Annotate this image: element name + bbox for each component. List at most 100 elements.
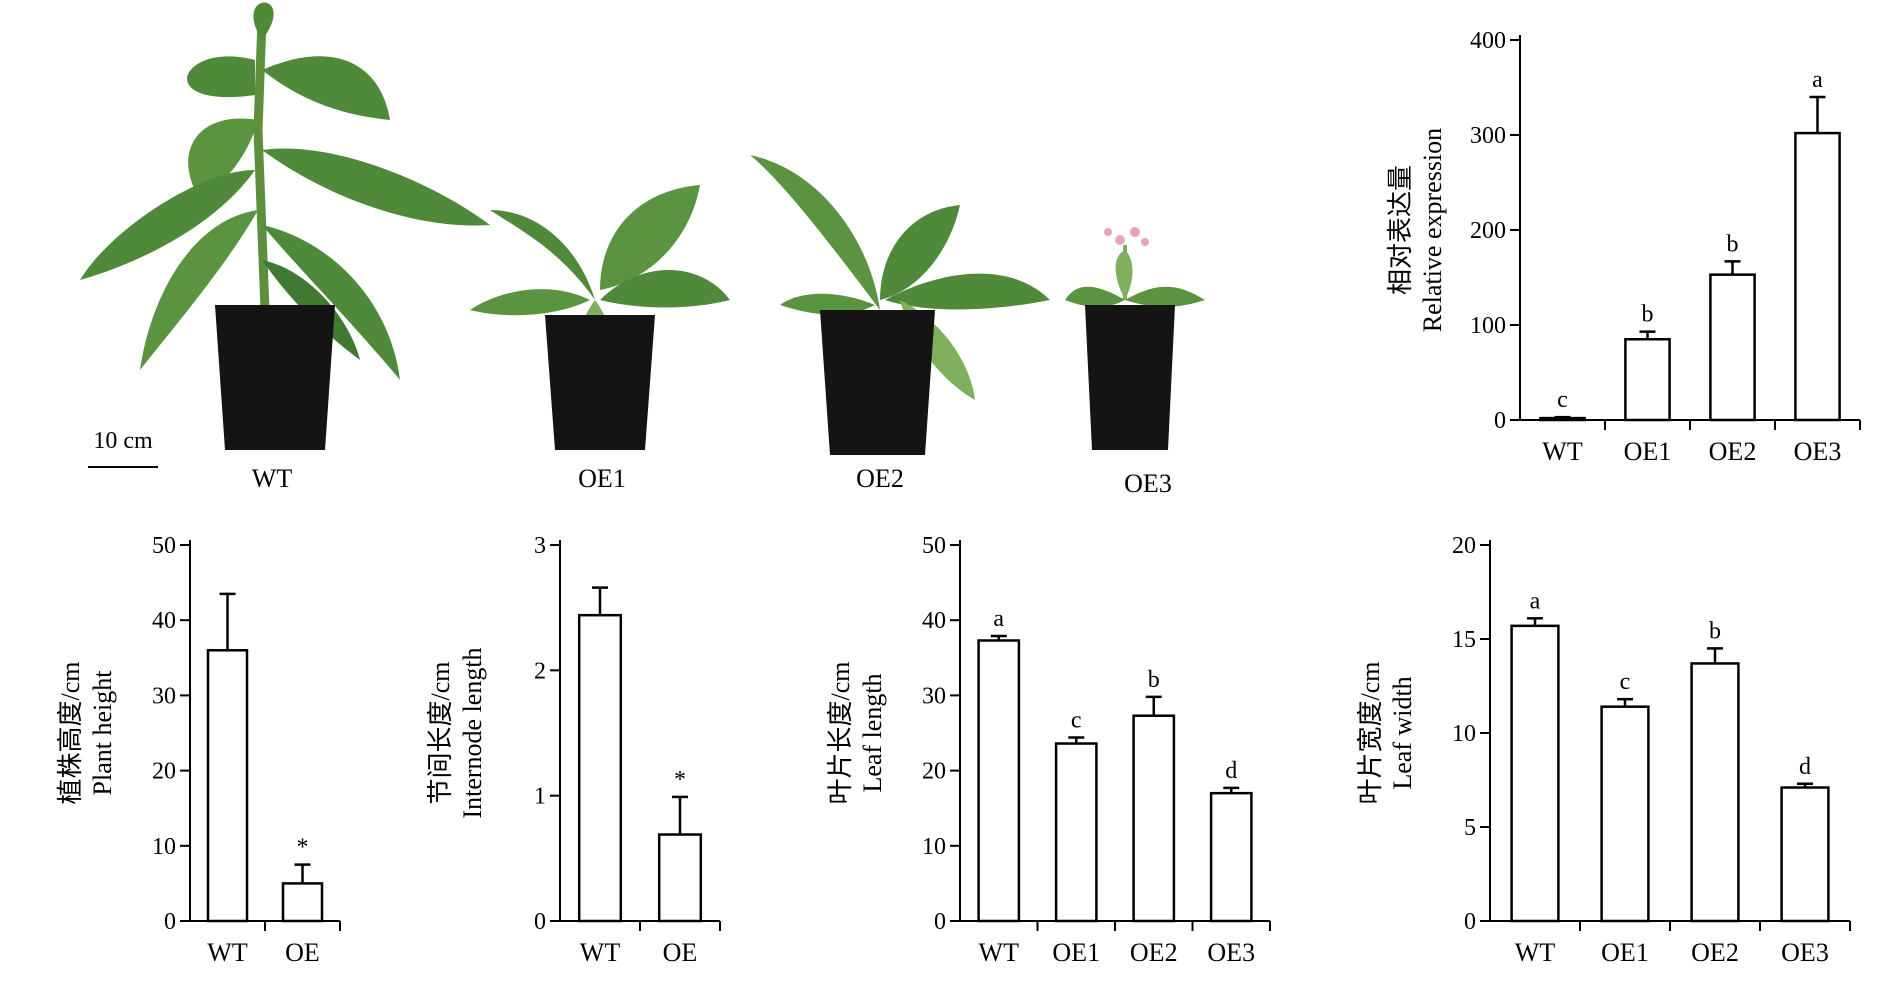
- bar: [657, 833, 703, 923]
- x-tick-label: WT: [207, 938, 248, 967]
- y-label-cn: 植株高度/cm: [56, 662, 85, 805]
- significance-label: b: [1148, 667, 1160, 693]
- y-tick-label: 0: [1464, 909, 1476, 935]
- scale-bar-label: 10 cm: [93, 428, 153, 454]
- significance-label: b: [1727, 231, 1739, 257]
- y-label-en: Leaf length: [858, 673, 887, 792]
- x-tick-label: WT: [1542, 437, 1583, 466]
- significance-label: d: [1799, 754, 1811, 780]
- significance-label: a: [1530, 588, 1541, 614]
- x-tick-label: OE3: [1781, 938, 1829, 967]
- significance-label: b: [1709, 618, 1721, 644]
- y-label-cn: 相对表达量: [1386, 165, 1415, 295]
- y-tick-label: 10: [922, 834, 946, 860]
- significance-label: c: [1620, 669, 1631, 695]
- bar: [1794, 131, 1841, 422]
- significance-label: *: [297, 835, 309, 861]
- significance-label: d: [1225, 758, 1237, 784]
- plant-label-oe3: OE3: [1124, 469, 1172, 498]
- significance-label: a: [1812, 67, 1823, 93]
- x-tick-label: OE1: [1601, 938, 1649, 967]
- x-tick-label: OE1: [1052, 938, 1100, 967]
- y-tick-label: 10: [1452, 721, 1476, 747]
- bar: [577, 613, 623, 923]
- y-tick-label: 15: [1452, 627, 1476, 653]
- significance-label: c: [1557, 387, 1568, 413]
- chart-relative-expression: 0 100 200 300 400 c WT b OE1 b OE2 a OE3 相对表达量 Relativ…: [1386, 28, 1861, 466]
- bar: [1690, 662, 1740, 923]
- plant-photo-panel: 10 cm WT OE1 OE2 OE3: [80, 2, 1205, 498]
- y-tick-label: 20: [1452, 533, 1476, 559]
- plant-wt: [80, 2, 490, 450]
- y-label-en: Plant height: [88, 670, 117, 796]
- y-axis-label: 相对表达量 Relative expression: [1386, 128, 1447, 332]
- scale-bar: 10 cm: [88, 428, 158, 468]
- bar: [281, 882, 324, 923]
- significance-label: c: [1071, 708, 1082, 734]
- x-tick-label: OE2: [1130, 938, 1178, 967]
- significance-label: *: [674, 767, 686, 793]
- y-label-en: Leaf width: [1388, 676, 1417, 789]
- y-tick-label: 0: [534, 909, 546, 935]
- y-tick-label: 10: [152, 834, 176, 860]
- x-tick-label: WT: [979, 938, 1020, 967]
- significance-label: b: [1642, 302, 1654, 328]
- x-tick-label: OE1: [1624, 437, 1672, 466]
- bar: [1510, 624, 1560, 923]
- y-tick-label: 40: [152, 608, 176, 634]
- y-tick-label: 1: [534, 784, 546, 810]
- x-tick-label: OE: [285, 938, 320, 967]
- bar: [206, 649, 249, 923]
- y-label-en: Internode length: [458, 647, 487, 818]
- y-tick-label: 5: [1464, 815, 1476, 841]
- y-tick-label: 50: [152, 533, 176, 559]
- y-tick-label: 2: [534, 658, 546, 684]
- y-tick-label: 300: [1470, 123, 1506, 149]
- y-tick-label: 3: [534, 533, 546, 559]
- y-axis-label: 叶片宽度/cm Leaf width: [1356, 662, 1417, 805]
- plant-oe1: [470, 185, 730, 450]
- bar: [1600, 705, 1650, 923]
- x-tick-label: OE2: [1709, 437, 1757, 466]
- y-axis-label: 植株高度/cm Plant height: [56, 662, 117, 805]
- x-tick-label: OE2: [1691, 938, 1739, 967]
- chart-plant-height: 0 10 20 30 40 50 WT * OE 植株高度/cm Plant height: [56, 533, 341, 967]
- y-tick-label: 0: [1494, 408, 1506, 434]
- y-tick-label: 0: [934, 909, 946, 935]
- chart-leaf-length: 0 10 20 30 40 50 a WT c OE1 b OE2 d OE3 叶片长度/cm Leaf le…: [826, 533, 1271, 967]
- y-axis-label: 叶片长度/cm Leaf length: [826, 662, 887, 805]
- bar: [1054, 742, 1098, 923]
- y-axis-label: 节间长度/cm Internode length: [426, 647, 487, 818]
- y-label-cn: 叶片宽度/cm: [1356, 662, 1385, 805]
- plant-oe3: [1065, 227, 1205, 450]
- significance-label: a: [993, 606, 1004, 632]
- y-tick-label: 20: [152, 759, 176, 785]
- plant-label-wt: WT: [252, 464, 293, 493]
- plant-oe2: [750, 155, 1050, 455]
- bar: [1709, 273, 1756, 422]
- bar: [1780, 786, 1830, 923]
- x-tick-label: WT: [580, 938, 621, 967]
- bar: [977, 639, 1021, 923]
- y-tick-label: 0: [164, 909, 176, 935]
- y-label-en: Relative expression: [1418, 128, 1447, 332]
- y-tick-label: 40: [922, 608, 946, 634]
- plant-label-oe1: OE1: [578, 464, 626, 493]
- y-tick-label: 30: [922, 683, 946, 709]
- y-tick-label: 200: [1470, 218, 1506, 244]
- bar: [1132, 714, 1176, 923]
- y-tick-label: 400: [1470, 28, 1506, 54]
- y-tick-label: 30: [152, 683, 176, 709]
- y-label-cn: 叶片长度/cm: [826, 662, 855, 805]
- x-tick-label: OE: [663, 938, 698, 967]
- x-tick-label: OE3: [1207, 938, 1255, 967]
- y-tick-label: 20: [922, 759, 946, 785]
- y-tick-label: 50: [922, 533, 946, 559]
- x-tick-label: WT: [1515, 938, 1556, 967]
- chart-leaf-width: 0 5 10 15 20 a WT c OE1 b OE2 d OE3 叶片宽度/cm Leaf width: [1356, 533, 1851, 967]
- bar: [1209, 791, 1253, 923]
- y-label-cn: 节间长度/cm: [426, 662, 455, 805]
- y-tick-label: 100: [1470, 313, 1506, 339]
- plant-label-oe2: OE2: [856, 464, 904, 493]
- chart-internode-length: 0 1 2 3 WT * OE 节间长度/cm Internode length: [426, 533, 721, 967]
